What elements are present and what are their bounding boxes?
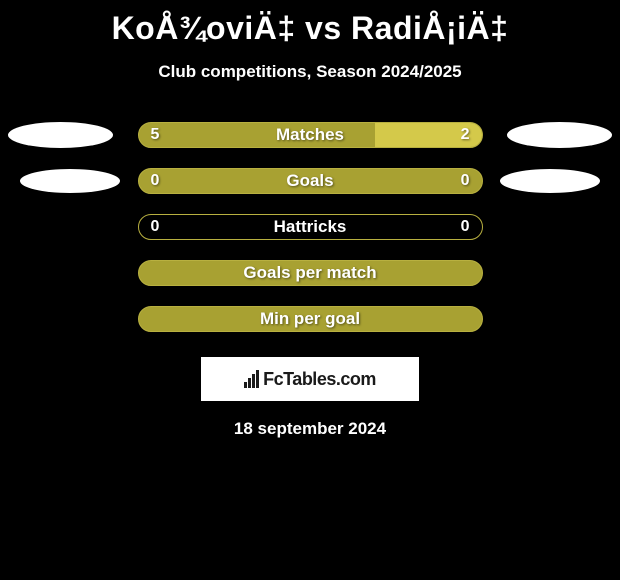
- stat-label: Goals per match: [139, 263, 482, 283]
- stat-label: Matches: [139, 125, 482, 145]
- bar-chart-icon: [244, 370, 259, 388]
- stat-bar-matches: 5 Matches 2: [138, 122, 483, 148]
- stat-row-gpm: Goals per match: [0, 250, 620, 296]
- logo-text: FcTables.com: [263, 369, 376, 390]
- stat-label: Hattricks: [139, 217, 482, 237]
- player-right-ellipse: [500, 169, 600, 193]
- stat-row-matches: 5 Matches 2: [0, 112, 620, 158]
- stat-value-right: 0: [461, 172, 470, 190]
- stat-value-right: 0: [461, 218, 470, 236]
- stat-value-right: 2: [461, 126, 470, 144]
- stat-row-mpg: Min per goal: [0, 296, 620, 342]
- main-container: KoÅ¾oviÄ‡ vs RadiÅ¡iÄ‡ Club competitions…: [0, 0, 620, 449]
- subtitle: Club competitions, Season 2024/2025: [0, 62, 620, 82]
- logo-content: FcTables.com: [244, 369, 376, 390]
- date-text: 18 september 2024: [0, 419, 620, 439]
- stat-bar-gpm: Goals per match: [138, 260, 483, 286]
- stat-bar-mpg: Min per goal: [138, 306, 483, 332]
- logo-box[interactable]: FcTables.com: [201, 357, 419, 401]
- player-left-ellipse: [8, 122, 113, 148]
- page-title: KoÅ¾oviÄ‡ vs RadiÅ¡iÄ‡: [0, 10, 620, 47]
- stat-bar-hattricks: 0 Hattricks 0: [138, 214, 483, 240]
- player-right-ellipse: [507, 122, 612, 148]
- stat-row-hattricks: 0 Hattricks 0: [0, 204, 620, 250]
- stat-bar-goals: 0 Goals 0: [138, 168, 483, 194]
- stat-row-goals: 0 Goals 0: [0, 158, 620, 204]
- stat-label: Min per goal: [139, 309, 482, 329]
- player-left-ellipse: [20, 169, 120, 193]
- stats-area: 5 Matches 2 0 Goals 0 0 Hattricks 0: [0, 112, 620, 342]
- stat-label: Goals: [139, 171, 482, 191]
